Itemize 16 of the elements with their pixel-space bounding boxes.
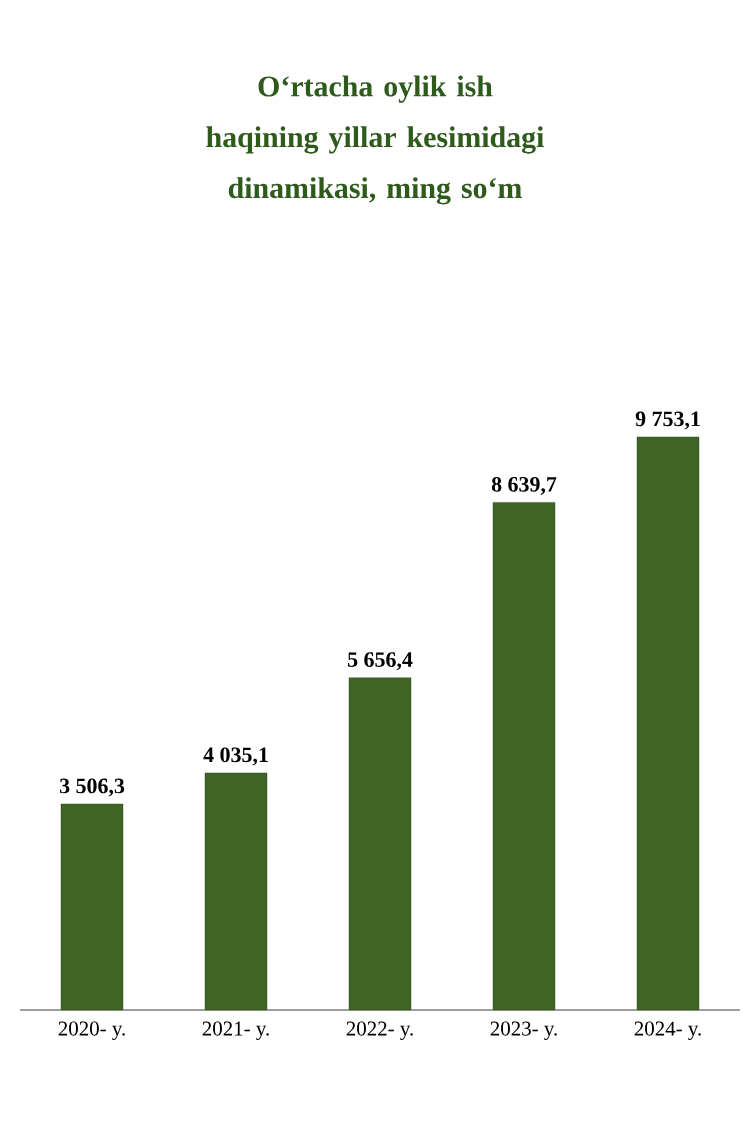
- chart-title: O‘rtacha oylik ish haqining yillar kesimidagi dinamikasi, ming so‘m: [206, 75, 544, 205]
- x-tick-label: 2023- y.: [490, 1021, 557, 1040]
- x-tick-label: 2021- y.: [202, 1021, 269, 1040]
- data-label: 4 035,1: [203, 747, 268, 766]
- x-tick-label: 2022- y.: [346, 1021, 413, 1040]
- x-tick-label: 2020- y.: [58, 1021, 125, 1040]
- data-label: 8 639,7: [491, 476, 557, 495]
- bar: [348, 677, 412, 1011]
- data-label: 5 656,4: [348, 652, 413, 671]
- bar: [492, 502, 556, 1011]
- bar: [636, 436, 700, 1011]
- bar: [60, 803, 124, 1011]
- bar: [204, 772, 268, 1011]
- data-label: 3 506,3: [59, 778, 125, 797]
- data-label: 9 753,1: [635, 411, 700, 430]
- x-tick-label: 2024- y.: [634, 1021, 701, 1040]
